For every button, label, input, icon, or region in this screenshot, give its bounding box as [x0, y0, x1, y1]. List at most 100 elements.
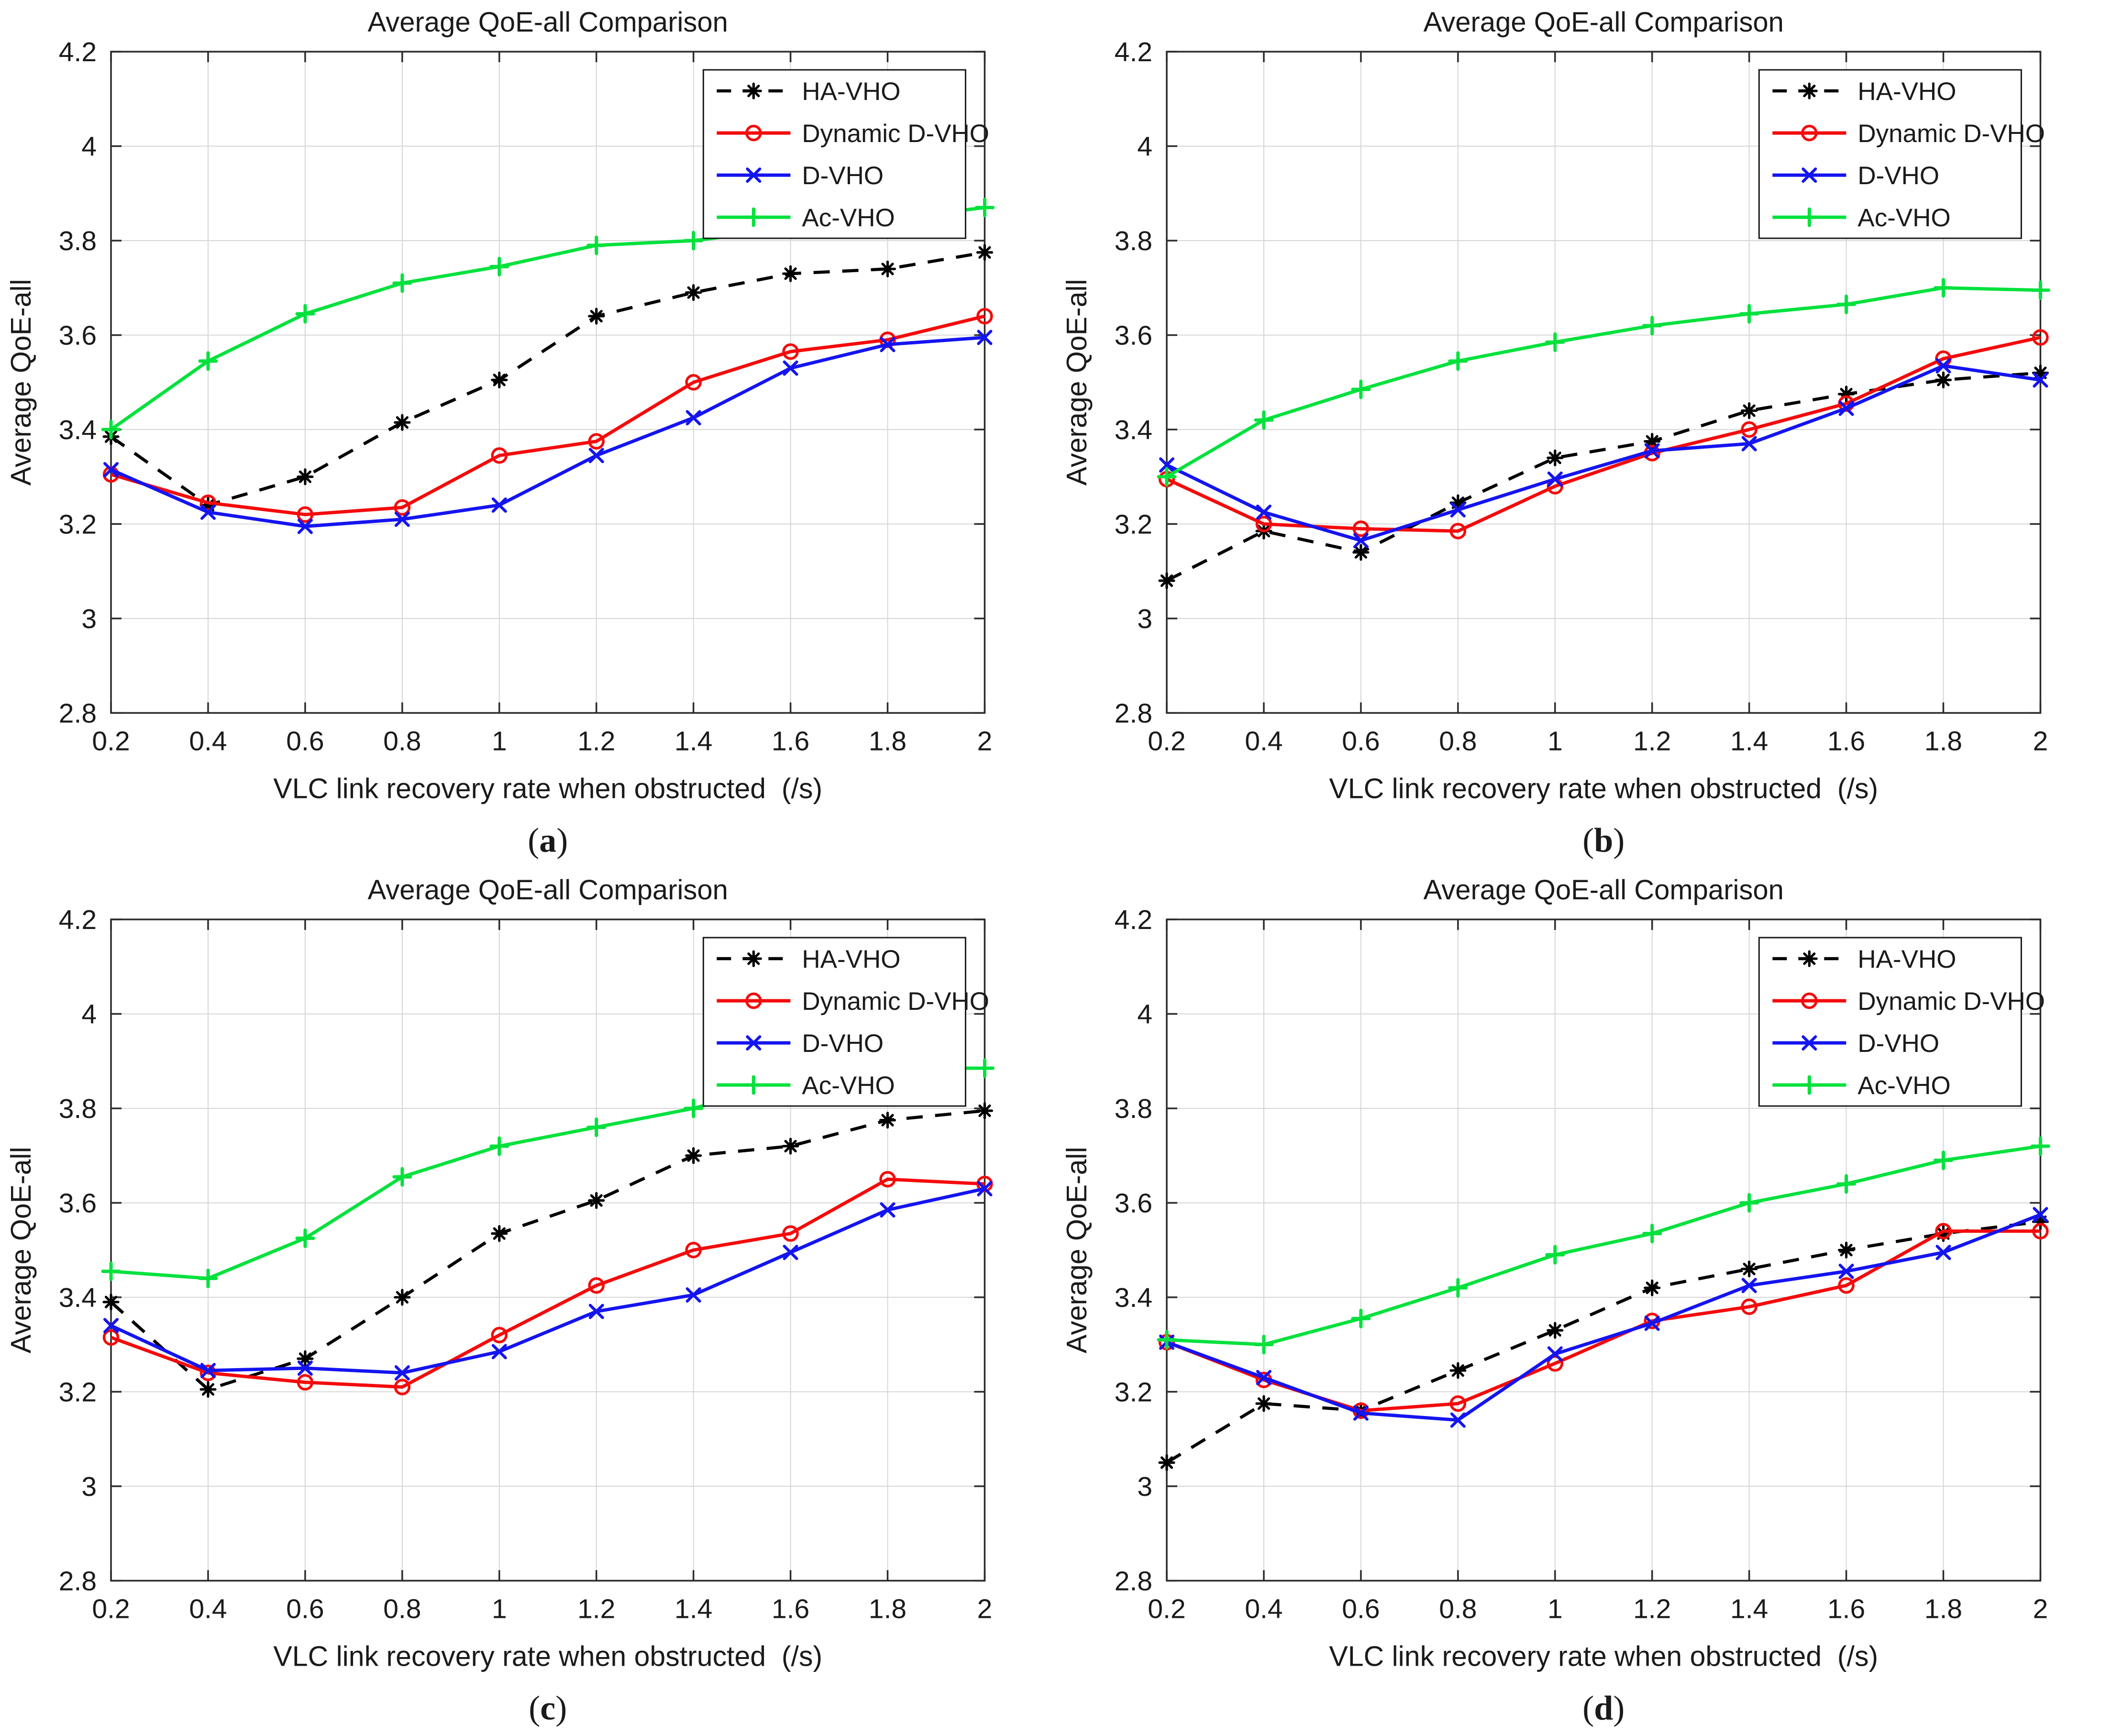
asterisk-marker	[784, 1139, 798, 1153]
x-tick-label: 0.2	[92, 1594, 130, 1625]
x-tick-label: 1.6	[772, 1594, 809, 1625]
y-tick-label: 2.8	[59, 698, 97, 729]
y-axis-label: Average QoE-all	[1061, 279, 1093, 486]
x-tick-label: 0.8	[1439, 1594, 1477, 1625]
x-tick-label: 0.2	[92, 726, 130, 756]
y-axis-label: Average QoE-all	[5, 1147, 37, 1354]
x-tick-label: 1.6	[1827, 1594, 1865, 1625]
x-tick-label: 1.2	[577, 1594, 615, 1625]
panel-caption: (c)	[529, 1689, 567, 1727]
x-tick-label: 1.8	[869, 726, 906, 756]
y-tick-label: 3.8	[59, 226, 97, 256]
asterisk-marker	[589, 1194, 604, 1208]
asterisk-marker	[395, 1290, 409, 1305]
asterisk-marker	[1742, 1262, 1756, 1276]
x-tick-label: 0.4	[1245, 726, 1282, 756]
asterisk-marker	[1547, 1323, 1562, 1338]
y-tick-label: 3.8	[1114, 226, 1152, 256]
x-tick-label: 1.2	[1633, 1594, 1671, 1625]
legend-label: Dynamic D-VHO	[802, 120, 989, 148]
legend-label: Ac-VHO	[1857, 204, 1950, 232]
legend-sample-marker	[746, 951, 761, 966]
asterisk-marker	[977, 1104, 992, 1118]
y-tick-label: 4	[1137, 132, 1152, 162]
asterisk-marker	[1160, 1456, 1174, 1470]
x-tick-label: 1.2	[577, 726, 615, 756]
x-tick-label: 0.2	[1148, 726, 1185, 756]
legend-label: D-VHO	[802, 1029, 884, 1058]
x-axis-label: VLC link recovery rate when obstructed (…	[1329, 1641, 1878, 1672]
y-tick-label: 3.6	[1114, 320, 1152, 351]
legend-label: HA-VHO	[802, 945, 900, 973]
x-tick-label: 0.8	[1439, 726, 1477, 756]
asterisk-marker	[298, 470, 312, 484]
legend-label: Dynamic D-VHO	[1857, 120, 2045, 148]
y-tick-label: 4	[81, 132, 97, 162]
legend-sample-marker	[746, 84, 761, 98]
y-tick-label: 3.8	[59, 1094, 97, 1124]
y-tick-label: 3.6	[59, 1188, 97, 1219]
x-tick-label: 1	[1547, 726, 1562, 756]
panel-caption: (b)	[1582, 821, 1625, 859]
x-tick-label: 2	[977, 726, 993, 756]
asterisk-marker	[977, 245, 992, 260]
y-tick-label: 4.2	[59, 905, 97, 935]
x-tick-label: 1.8	[1924, 1594, 1962, 1625]
x-tick-label: 0.6	[286, 1594, 324, 1625]
legend-label: HA-VHO	[802, 77, 900, 106]
chart-title: Average QoE-all Comparison	[1423, 7, 1783, 38]
legend-sample-marker	[1802, 84, 1816, 98]
chart-title: Average QoE-all Comparison	[368, 7, 728, 38]
x-tick-label: 2	[2033, 726, 2048, 756]
x-tick-label: 1	[1547, 1594, 1562, 1625]
x-tick-label: 1.8	[869, 1594, 906, 1625]
x-tick-label: 1.4	[674, 1594, 712, 1625]
y-tick-label: 3.2	[59, 1377, 97, 1408]
x-tick-label: 2	[2033, 1594, 2048, 1625]
legend-label: HA-VHO	[1857, 945, 1956, 973]
y-tick-label: 2.8	[59, 1566, 97, 1597]
y-tick-label: 3	[1137, 604, 1152, 634]
y-tick-label: 4	[81, 999, 97, 1030]
x-tick-label: 0.8	[383, 1594, 421, 1625]
x-tick-label: 1.4	[1730, 726, 1768, 756]
legend-label: D-VHO	[1857, 1029, 1939, 1058]
asterisk-marker	[492, 1227, 507, 1241]
chart-title: Average QoE-all Comparison	[1423, 874, 1783, 906]
legend-label: D-VHO	[1857, 162, 1939, 190]
legend-label: Ac-VHO	[802, 1072, 895, 1100]
x-tick-label: 1.6	[1827, 726, 1865, 756]
asterisk-marker	[784, 266, 798, 281]
chart-title: Average QoE-all Comparison	[368, 874, 728, 906]
asterisk-marker	[1547, 451, 1562, 465]
x-tick-label: 1.2	[1633, 726, 1671, 756]
asterisk-marker	[1160, 574, 1174, 588]
y-tick-label: 3.4	[1114, 415, 1152, 445]
asterisk-marker	[686, 286, 701, 300]
y-tick-label: 4.2	[59, 37, 97, 67]
panel-caption: (d)	[1582, 1689, 1625, 1727]
y-tick-label: 2.8	[1114, 1566, 1152, 1597]
asterisk-marker	[589, 309, 604, 323]
asterisk-marker	[1742, 403, 1756, 418]
y-axis-label: Average QoE-all	[5, 279, 37, 486]
x-tick-label: 1	[492, 726, 507, 756]
y-tick-label: 3.2	[59, 509, 97, 540]
asterisk-marker	[201, 1382, 215, 1397]
legend-label: D-VHO	[802, 162, 884, 190]
y-tick-label: 3	[1137, 1471, 1152, 1502]
y-tick-label: 3.4	[1114, 1283, 1152, 1313]
legend-label: Ac-VHO	[1857, 1072, 1950, 1100]
x-tick-label: 0.4	[189, 726, 227, 756]
asterisk-marker	[1645, 1281, 1659, 1295]
